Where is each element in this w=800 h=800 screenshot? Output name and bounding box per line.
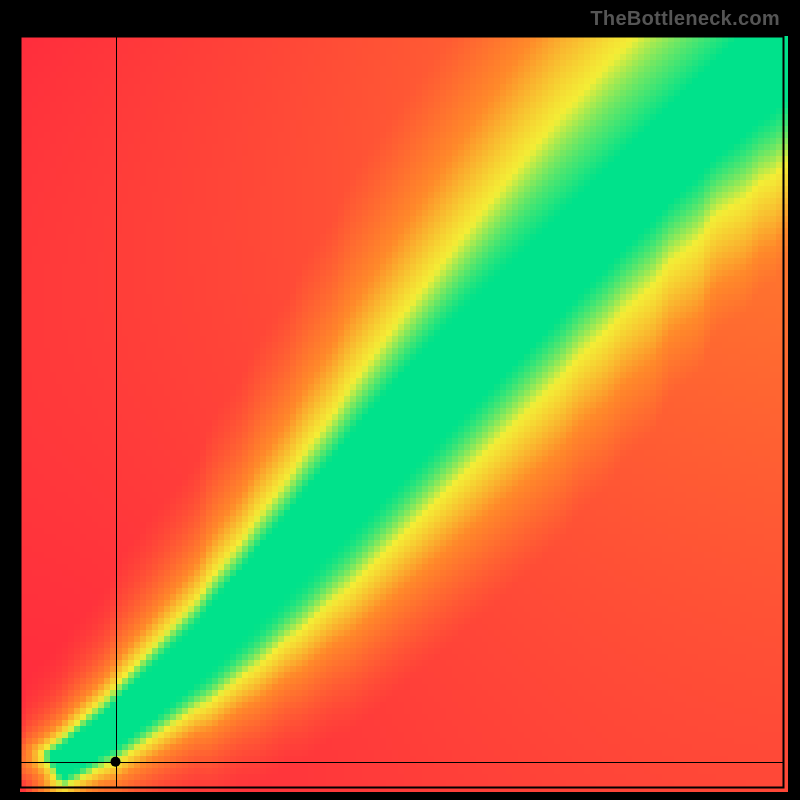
bottleneck-heatmap-container: TheBottleneck.com (0, 0, 800, 800)
watermark-text: TheBottleneck.com (590, 8, 780, 31)
bottleneck-heatmap (0, 0, 800, 800)
